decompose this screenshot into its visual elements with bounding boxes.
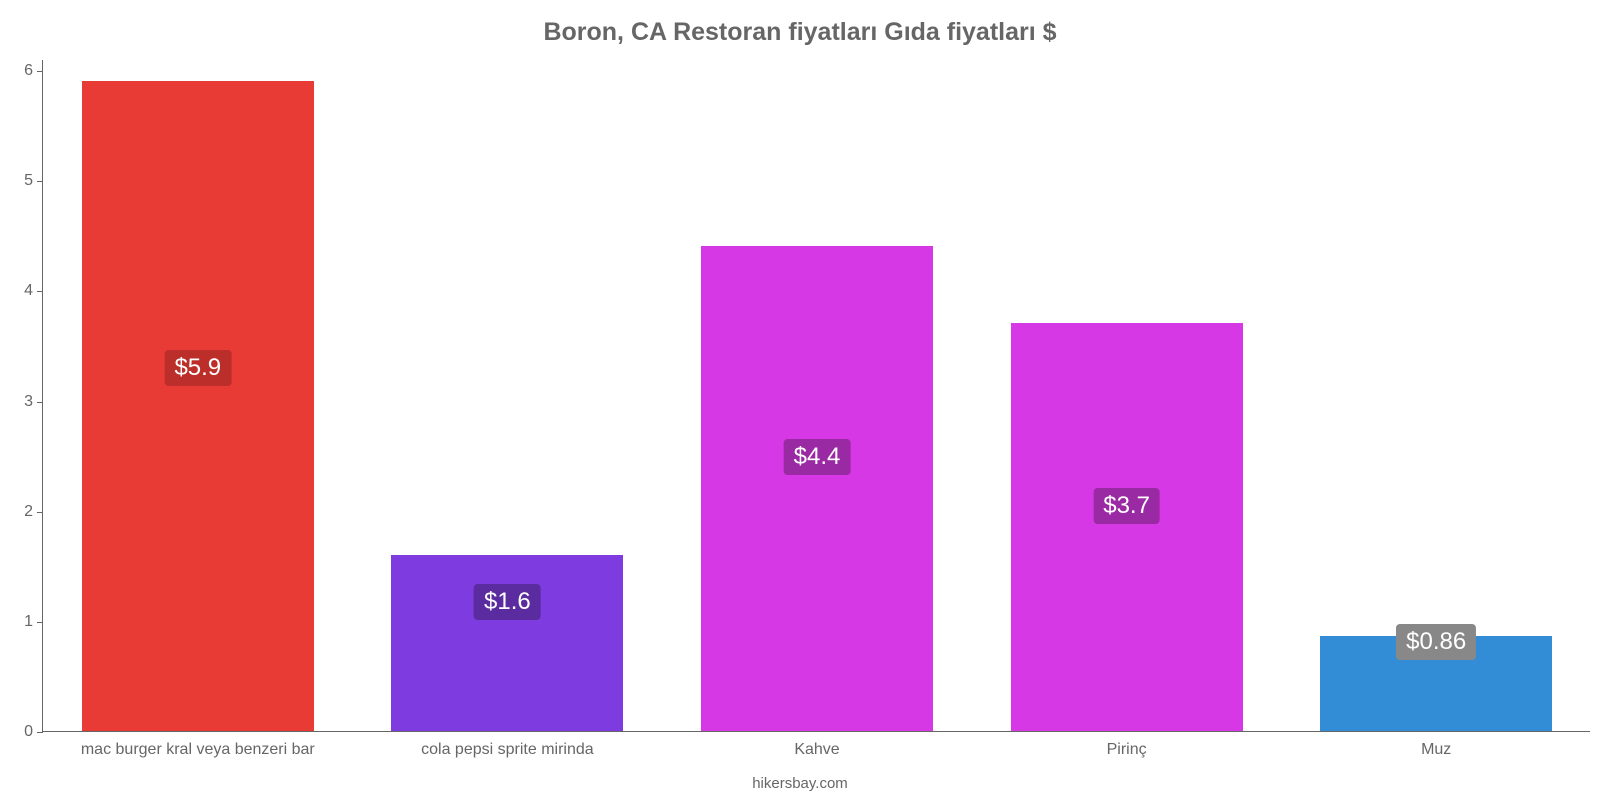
y-tick-mark [37,291,43,292]
bar [701,246,933,731]
bar-value-label: $4.4 [784,439,851,475]
y-tick-mark [37,512,43,513]
bar-value-label: $5.9 [164,350,231,386]
bar [391,555,623,731]
y-tick-mark [37,181,43,182]
y-tick-mark [37,732,43,733]
x-axis-label: cola pepsi sprite mirinda [421,731,594,759]
x-axis-label: mac burger kral veya benzeri bar [81,731,315,759]
chart-container: Boron, CA Restoran fiyatları Gıda fiyatl… [0,0,1600,800]
y-tick-mark [37,402,43,403]
plot-area: 0123456mac burger kral veya benzeri bar$… [42,60,1590,732]
bar-value-label: $1.6 [474,584,541,620]
chart-title: Boron, CA Restoran fiyatları Gıda fiyatl… [0,18,1600,47]
bar [82,81,314,731]
bar [1011,323,1243,731]
bar-value-label: $0.86 [1396,624,1476,660]
y-tick-mark [37,622,43,623]
x-axis-label: Pirinç [1107,731,1147,759]
y-tick-mark [37,71,43,72]
chart-footer: hikersbay.com [0,775,1600,792]
x-axis-label: Kahve [794,731,839,759]
bar-value-label: $3.7 [1093,488,1160,524]
x-axis-label: Muz [1421,731,1451,759]
